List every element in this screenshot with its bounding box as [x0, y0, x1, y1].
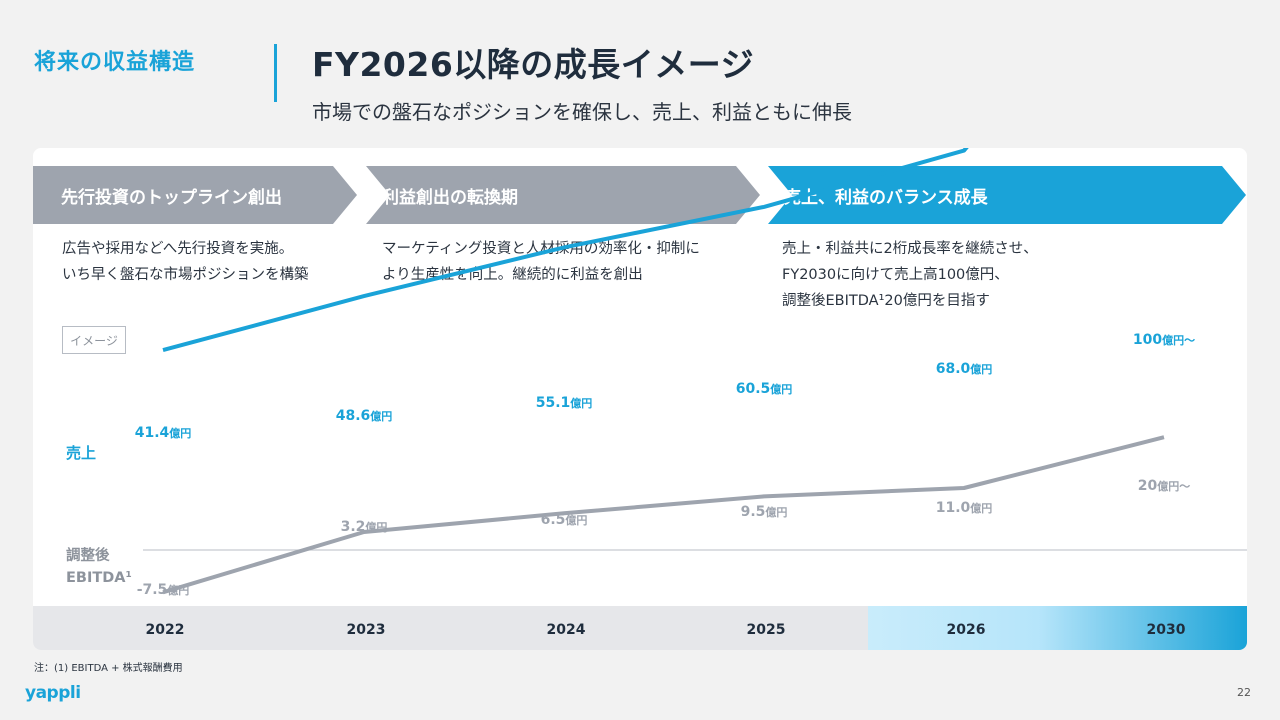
ebitda-label-2030: 20億円〜 — [1138, 478, 1190, 494]
x-tick-2025: 2025 — [747, 622, 786, 638]
year-axis-bar — [33, 606, 1247, 650]
phase-1-banner: 先行投資のトップライン創出 — [33, 166, 357, 224]
chart-card: 先行投資のトップライン創出 利益創出の転換期 売上、利益のバランス成長 広告や採… — [33, 148, 1247, 650]
x-tick-2026: 2026 — [947, 622, 986, 638]
ebitda-series-name-line-2: EBITDA¹ — [66, 570, 132, 586]
revenue-label-2025: 60.5億円 — [736, 381, 793, 397]
ebitda-series-name-line-1: 調整後 — [66, 546, 110, 564]
footnote: 注：(1) EBITDA + 株式報酬費用 — [34, 663, 183, 674]
revenue-label-2024: 55.1億円 — [536, 395, 593, 411]
x-tick-2023: 2023 — [347, 622, 386, 638]
image-badge: イメージ — [62, 326, 126, 354]
phase-2-description: マーケティング投資と人材採用の効率化・抑制に より生産性を向上。継続的に利益を創… — [382, 241, 700, 283]
ebitda-label-2023: 3.2億円 — [341, 519, 388, 535]
revenue-label-2022: 41.4億円 — [135, 425, 192, 441]
page-number: 22 — [1237, 686, 1251, 699]
revenue-series-name: 売上 — [66, 444, 96, 462]
revenue-label-2030: 100億円〜 — [1133, 332, 1195, 348]
x-tick-2030: 2030 — [1147, 622, 1186, 638]
revenue-label-2023: 48.6億円 — [336, 408, 393, 424]
header-divider — [274, 44, 277, 102]
x-tick-2022: 2022 — [146, 622, 185, 638]
ebitda-line — [162, 435, 1165, 595]
page-subtitle: 市場での盤石なポジションを確保し、売上、利益ともに伸長 — [312, 100, 852, 124]
x-tick-2024: 2024 — [547, 622, 586, 638]
year-axis-highlight — [868, 606, 1247, 650]
page-title: FY2026以降の成長イメージ — [312, 45, 755, 84]
section-label: 将来の収益構造 — [34, 50, 196, 75]
revenue-label-2026: 68.0億円 — [936, 361, 993, 377]
yappli-logo: yappli — [25, 683, 81, 703]
phase-3-description: 売上・利益共に2桁成長率を継続させ、 FY2030に向けて売上高100億円、 調… — [782, 241, 1038, 309]
phase-3-banner: 売上、利益のバランス成長 — [768, 166, 1246, 224]
phase-1-description: 広告や採用などへ先行投資を実施。 いち早く盤石な市場ポジションを構築 — [62, 241, 309, 283]
ebitda-label-2022: -7.5億円 — [137, 582, 190, 598]
revenue-line — [162, 148, 969, 353]
phase-2-banner: 利益創出の転換期 — [366, 166, 760, 224]
ebitda-label-2024: 6.5億円 — [541, 512, 588, 528]
ebitda-label-2026: 11.0億円 — [936, 500, 993, 516]
growth-line-chart: 41.4億円 48.6億円 55.1億円 60.5億円 68.0億円 100億円〜 -7.5… — [66, 148, 1247, 638]
ebitda-label-2025: 9.5億円 — [741, 504, 788, 520]
